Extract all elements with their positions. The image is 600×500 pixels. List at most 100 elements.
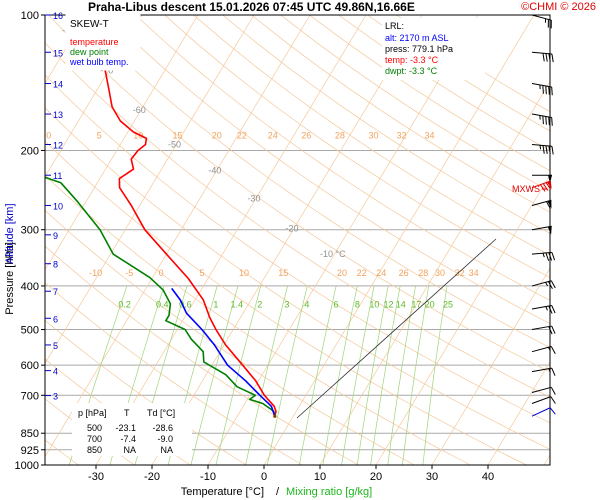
wind-barb-feather xyxy=(548,252,553,261)
wind-barb-half-feather xyxy=(547,347,551,352)
wind-barb xyxy=(531,225,552,235)
wind-barb-flag xyxy=(547,226,552,235)
isotherm-line xyxy=(151,15,423,465)
pressure-tick-label: 700 xyxy=(21,390,39,402)
isotherm-label: 28 xyxy=(335,130,345,140)
mixing-ratio-label: 14 xyxy=(396,300,406,310)
wind-barb-shaft xyxy=(531,225,552,231)
mixing-ratio-label: 0.4 xyxy=(156,300,169,310)
mixing-ratio-label: 4 xyxy=(304,300,309,310)
isotherm-label: 26 xyxy=(301,130,311,140)
wind-barb-shaft xyxy=(531,325,552,331)
dry-adiabat-label: -60 xyxy=(133,105,146,115)
table-cell-temperature: NA xyxy=(123,445,136,455)
dry-adiabat-line xyxy=(45,74,550,424)
x-axis-separator: / xyxy=(276,486,280,498)
pressure-tick-label: 400 xyxy=(21,281,39,293)
isotherm-label: 15 xyxy=(173,130,183,140)
lrl-temperature: temp: -3.3 °C xyxy=(385,55,439,65)
level-table-background xyxy=(72,403,192,456)
altitude-tick-label: 10 xyxy=(53,201,63,211)
wind-barb-feather xyxy=(545,182,552,190)
isotherm-label: 30 xyxy=(435,268,445,278)
wind-barb xyxy=(531,396,556,404)
axes: -30 -20 -10 0 10 20 30 401002003004005006007008… xyxy=(15,10,495,483)
wind-barb-feather xyxy=(551,305,556,314)
wind-barb-half-feather xyxy=(539,145,542,150)
mixing-ratio-line xyxy=(267,285,308,465)
isotherm-line xyxy=(487,360,550,465)
altitude-tick-label: 14 xyxy=(53,80,63,90)
dry-adiabat-label: -30 xyxy=(247,194,260,204)
isotherm-line xyxy=(95,15,367,465)
dry-adiabat-label: -10 °C xyxy=(320,249,346,259)
dry-adiabat-label: -20 xyxy=(286,224,299,234)
dry-adiabat-line xyxy=(45,174,471,465)
mixing-ratio-line xyxy=(402,285,430,465)
isotherm-line xyxy=(263,15,535,465)
dry-adiabat-line xyxy=(45,282,303,465)
table-rows: 500 -23.1 -28.6 700 -7.4 -9.0 850 NA NA xyxy=(87,423,173,455)
isotherm-label: 28 xyxy=(418,268,428,278)
x-tick-label: 30 xyxy=(426,471,438,483)
wind-barb-feather xyxy=(542,53,545,62)
table-header-dewpoint: Td [°C] xyxy=(147,408,175,418)
isotherm-label: 24 xyxy=(268,130,278,140)
wind-barb-half-feather xyxy=(542,253,545,258)
wind-barb-shaft xyxy=(531,199,552,206)
dry-adiabat-line xyxy=(45,42,550,398)
wind-barb-half-feather xyxy=(545,306,548,311)
mixing-ratio-label: 10 xyxy=(369,300,379,310)
pressure-tick-label: 100 xyxy=(21,10,39,22)
dry-adiabat-line xyxy=(193,15,550,256)
dry-adiabat-line xyxy=(222,15,550,234)
altitude-tick-label: 16 xyxy=(53,11,63,21)
wind-barb-feather xyxy=(545,53,548,62)
dry-adiabat-line xyxy=(45,245,359,465)
wind-barb-feather xyxy=(550,280,556,289)
y-axis-title: Pressure [hPa] xyxy=(4,242,16,315)
dry-adiabat-line xyxy=(45,140,527,465)
wind-barb-feather xyxy=(542,183,549,191)
y-axis-title-altitude: Altitude [km] xyxy=(4,203,16,264)
table-cell-pressure: 500 xyxy=(87,423,102,433)
altitude-tick-label: 3 xyxy=(53,392,58,402)
wind-barb xyxy=(531,51,554,63)
isotherm-label: 20 xyxy=(212,130,222,140)
wind-barb-shaft xyxy=(531,367,552,373)
mixing-ratio-label: 8 xyxy=(355,300,360,310)
isotherm-label: -5 xyxy=(125,268,133,278)
table-cell-pressure: 850 xyxy=(87,445,102,455)
wind-barb-feather xyxy=(551,53,554,63)
altitude-tick-label: 12 xyxy=(53,141,63,151)
wind-barb-feather xyxy=(551,325,556,334)
dry-adiabat-label: -50 xyxy=(168,140,181,150)
isotherm-label: 30 xyxy=(369,130,379,140)
isotherm-line xyxy=(45,15,199,271)
wind-barb-feather xyxy=(545,116,547,125)
x-axis-title-mixing: Mixing ratio [g/kg] xyxy=(286,486,372,498)
isotherm-label: 15 xyxy=(278,268,288,278)
dry-adiabat-line xyxy=(77,15,550,349)
isotherm-label: 22 xyxy=(237,130,247,140)
lrl-altitude: alt: 2170 m ASL xyxy=(385,33,449,43)
wind-barb-feather xyxy=(548,326,553,335)
altitude-tick-label: 15 xyxy=(53,48,63,58)
table-cell-temperature: -7.4 xyxy=(120,434,136,444)
isotherm-label: 24 xyxy=(376,268,386,278)
isotherm-label: 32 xyxy=(397,130,407,140)
wind-barb-feather xyxy=(551,252,556,261)
isotherm-label: -10 xyxy=(89,268,102,278)
table-cell-dewpoint: -9.0 xyxy=(157,434,173,444)
wind-barb-shaft xyxy=(531,14,552,21)
x-tick-label: 20 xyxy=(370,471,382,483)
mixing-ratio-label: 6 xyxy=(333,300,338,310)
mixing-ratio-line xyxy=(370,285,401,465)
pressure-tick-label: 925 xyxy=(21,445,39,457)
wind-barb xyxy=(531,144,554,155)
table-cell-temperature: -23.1 xyxy=(115,423,136,433)
lrl-dewpoint: dwpt: -3.3 °C xyxy=(385,66,438,76)
dry-adiabat-line xyxy=(251,15,550,213)
wind-barb xyxy=(531,304,556,314)
